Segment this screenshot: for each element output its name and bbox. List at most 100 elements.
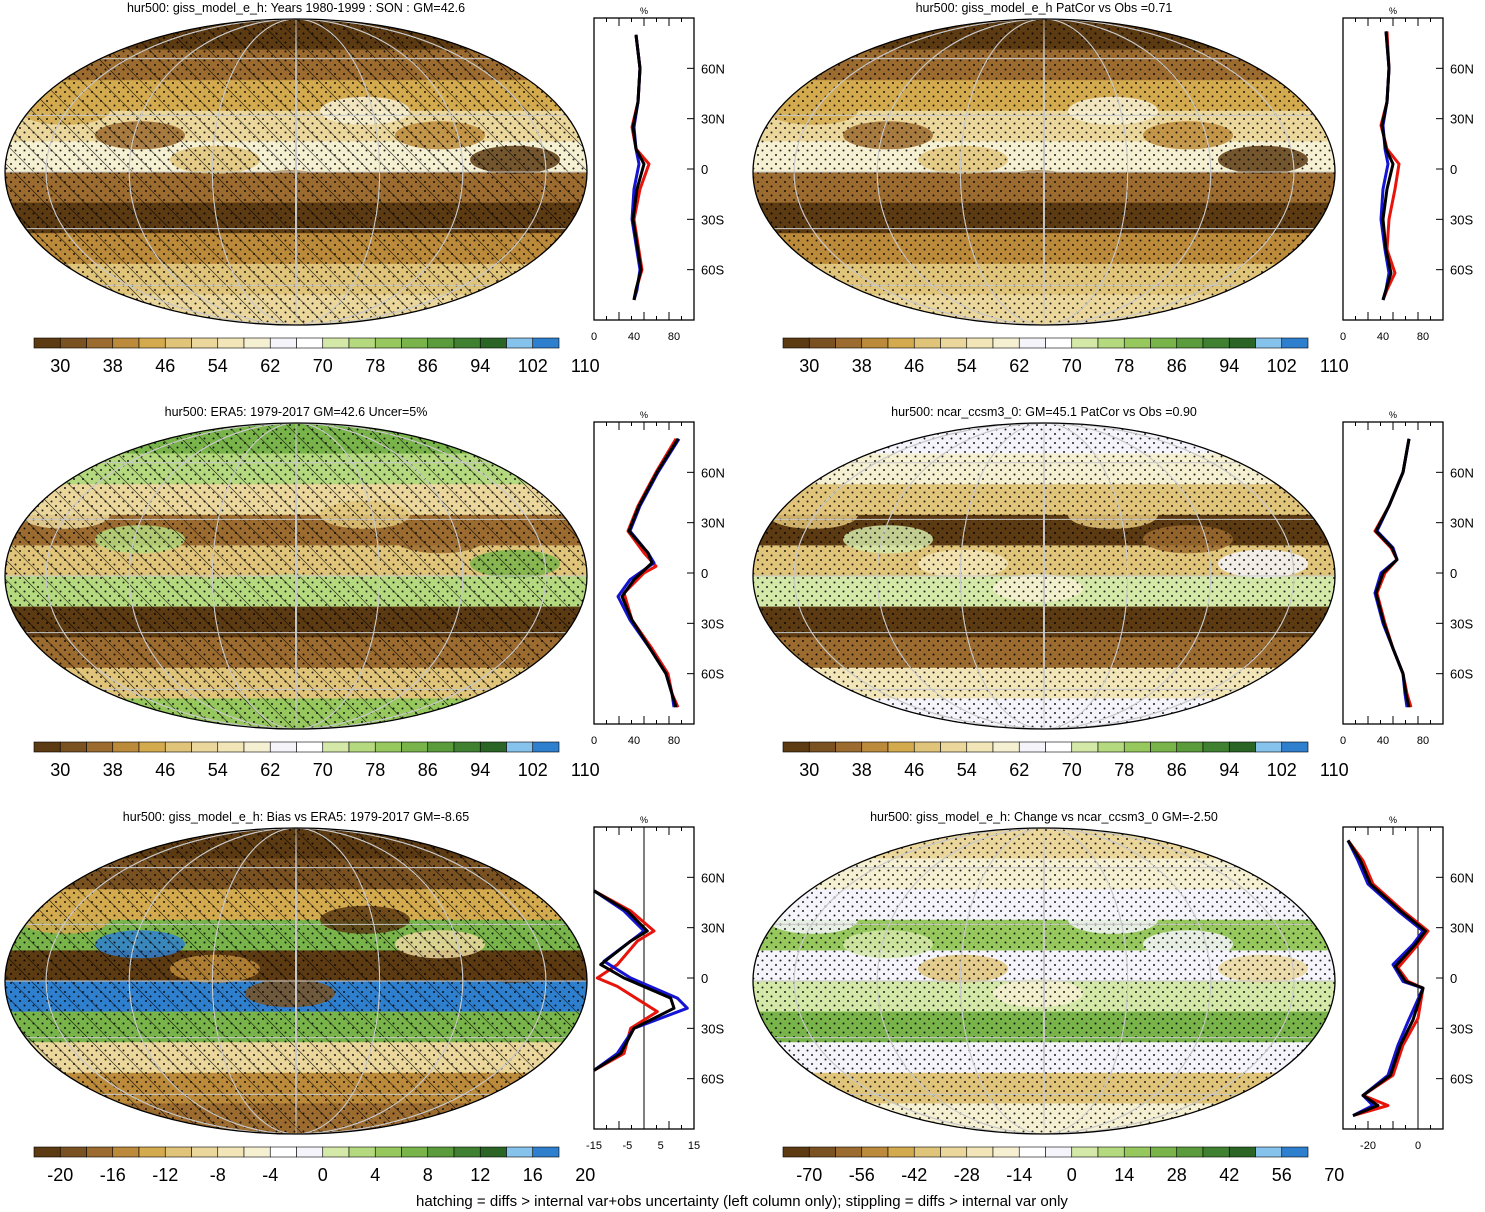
profile-x-label: -15 (586, 1140, 602, 1152)
profile-lat-label: 30N (701, 516, 725, 531)
zonal-profile: % 60N 30N 0 30S 60S 0 40 80 (591, 410, 725, 747)
colorbar: 30 38 46 54 62 70 78 86 94 102 110 (33, 337, 600, 376)
colorbar-tick-label: 94 (470, 356, 490, 376)
colorbar-swatch (887, 1146, 915, 1158)
colorbar-swatch (112, 741, 140, 753)
colorbar-swatch (1281, 1146, 1309, 1158)
profile-lat-label: 60S (701, 263, 724, 278)
colorbar-swatch (966, 741, 994, 753)
colorbar: 30 38 46 54 62 70 78 86 94 102 110 (33, 741, 600, 780)
profile-unit: % (640, 410, 648, 420)
colorbar-swatch (1150, 337, 1178, 349)
colorbar-swatch (782, 741, 810, 753)
colorbar-swatch (33, 337, 61, 349)
meridian-line (959, 19, 1129, 325)
meridian-line (128, 19, 464, 325)
colorbar-swatch (1097, 1146, 1125, 1158)
colorbar-tick-label: -14 (1006, 1165, 1032, 1185)
colorbar-swatch (966, 337, 994, 349)
profile-line-third (620, 438, 680, 708)
profile-x-label: -5 (622, 1140, 632, 1152)
colorbar-swatch (992, 337, 1020, 349)
colorbar-tick-label: 46 (904, 356, 924, 376)
meridian-line (876, 828, 1212, 1134)
colorbar-swatch (1071, 337, 1099, 349)
profile-unit: % (1389, 410, 1397, 420)
colorbar-tick-label: 42 (1219, 1165, 1239, 1185)
colorbar-swatch (940, 337, 968, 349)
colorbar-swatch (86, 741, 114, 753)
colorbar-tick-label: 78 (1114, 356, 1134, 376)
colorbar-swatch (1071, 741, 1099, 753)
profile-lat-label: 60S (1450, 1072, 1473, 1087)
zonal-profile: % 60N 30N 0 30S 60S 0 40 80 (1340, 6, 1474, 343)
profile-x-label: 80 (1417, 735, 1429, 747)
colorbar-swatch (1228, 741, 1256, 753)
panel: hur500: giss_model_e_h PatCor vs Obs =0.… (752, 1, 1474, 376)
colorbar-tick-label: 102 (518, 356, 548, 376)
profile-x-label: 0 (1340, 735, 1346, 747)
colorbar-swatch (1228, 1146, 1256, 1158)
colorbar-swatch (1123, 337, 1151, 349)
meridian-line (211, 19, 381, 325)
colorbar-tick-label: 94 (1219, 356, 1239, 376)
colorbar-swatch (401, 1146, 429, 1158)
profile-lat-label: 0 (701, 162, 708, 177)
colorbar-tick-label: 70 (1324, 1165, 1344, 1185)
colorbar-swatch (33, 1146, 61, 1158)
colorbar-tick-label: 62 (260, 356, 280, 376)
profile-lat-label: 0 (701, 566, 708, 581)
meridian-line (959, 828, 1129, 1134)
profile-frame (1342, 421, 1444, 725)
colorbar-swatch (1202, 337, 1230, 349)
colorbar-swatch (374, 1146, 402, 1158)
panel: hur500: ERA5: 1979-2017 GM=42.6 Uncer=5%… (4, 405, 725, 780)
colorbar-swatch (913, 1146, 941, 1158)
colorbar-swatch (348, 1146, 376, 1158)
map-title: hur500: giss_model_e_h PatCor vs Obs =0.… (916, 1, 1173, 15)
colorbar-swatch (506, 337, 534, 349)
colorbar-swatch (269, 337, 297, 349)
colorbar-tick-label: -28 (954, 1165, 980, 1185)
profile-lat-label: 60S (701, 667, 724, 682)
panel: hur500: giss_model_e_h: Change vs ncar_c… (752, 810, 1474, 1185)
colorbar-swatch (243, 337, 271, 349)
colorbar-tick-label: 62 (1009, 356, 1029, 376)
profile-lat-label: 60N (1450, 61, 1474, 76)
colorbar-swatch (1018, 337, 1046, 349)
colorbar-tick-label: 102 (518, 760, 548, 780)
colorbar-swatch (191, 1146, 219, 1158)
profile-lat-label: 30N (701, 921, 725, 936)
colorbar: -70 -56 -42 -28 -14 0 14 28 42 56 70 (782, 1146, 1344, 1185)
colorbar-swatch (164, 1146, 192, 1158)
colorbar-swatch (808, 741, 836, 753)
colorbar-swatch (1176, 741, 1204, 753)
meridian-line (959, 423, 1129, 729)
colorbar-swatch (532, 1146, 560, 1158)
colorbar-tick-label: 78 (365, 356, 385, 376)
colorbar-swatch (1018, 741, 1046, 753)
profile-x-label: 40 (628, 331, 640, 343)
colorbar-tick-label: 54 (208, 760, 228, 780)
profile-unit: % (640, 6, 648, 16)
zonal-profile: % 60N 30N 0 30S 60S 0 40 80 (1340, 410, 1474, 747)
colorbar-swatch (1255, 337, 1283, 349)
colorbar-tick-label: -8 (210, 1165, 226, 1185)
colorbar-swatch (33, 741, 61, 753)
colorbar-swatch (782, 337, 810, 349)
colorbar-swatch (59, 1146, 87, 1158)
colorbar-swatch (1281, 741, 1309, 753)
meridian-line (295, 828, 297, 1134)
colorbar-swatch (112, 1146, 140, 1158)
colorbar-swatch (243, 1146, 271, 1158)
colorbar-swatch (191, 337, 219, 349)
meridian-line (1043, 19, 1045, 325)
colorbar-swatch (322, 1146, 350, 1158)
profile-lat-label: 30N (1450, 112, 1474, 127)
meridian-line (876, 19, 1212, 325)
colorbar-tick-label: 28 (1167, 1165, 1187, 1185)
colorbar-tick-label: 30 (799, 760, 819, 780)
colorbar-tick-label: 102 (1267, 356, 1297, 376)
colorbar-swatch (322, 741, 350, 753)
